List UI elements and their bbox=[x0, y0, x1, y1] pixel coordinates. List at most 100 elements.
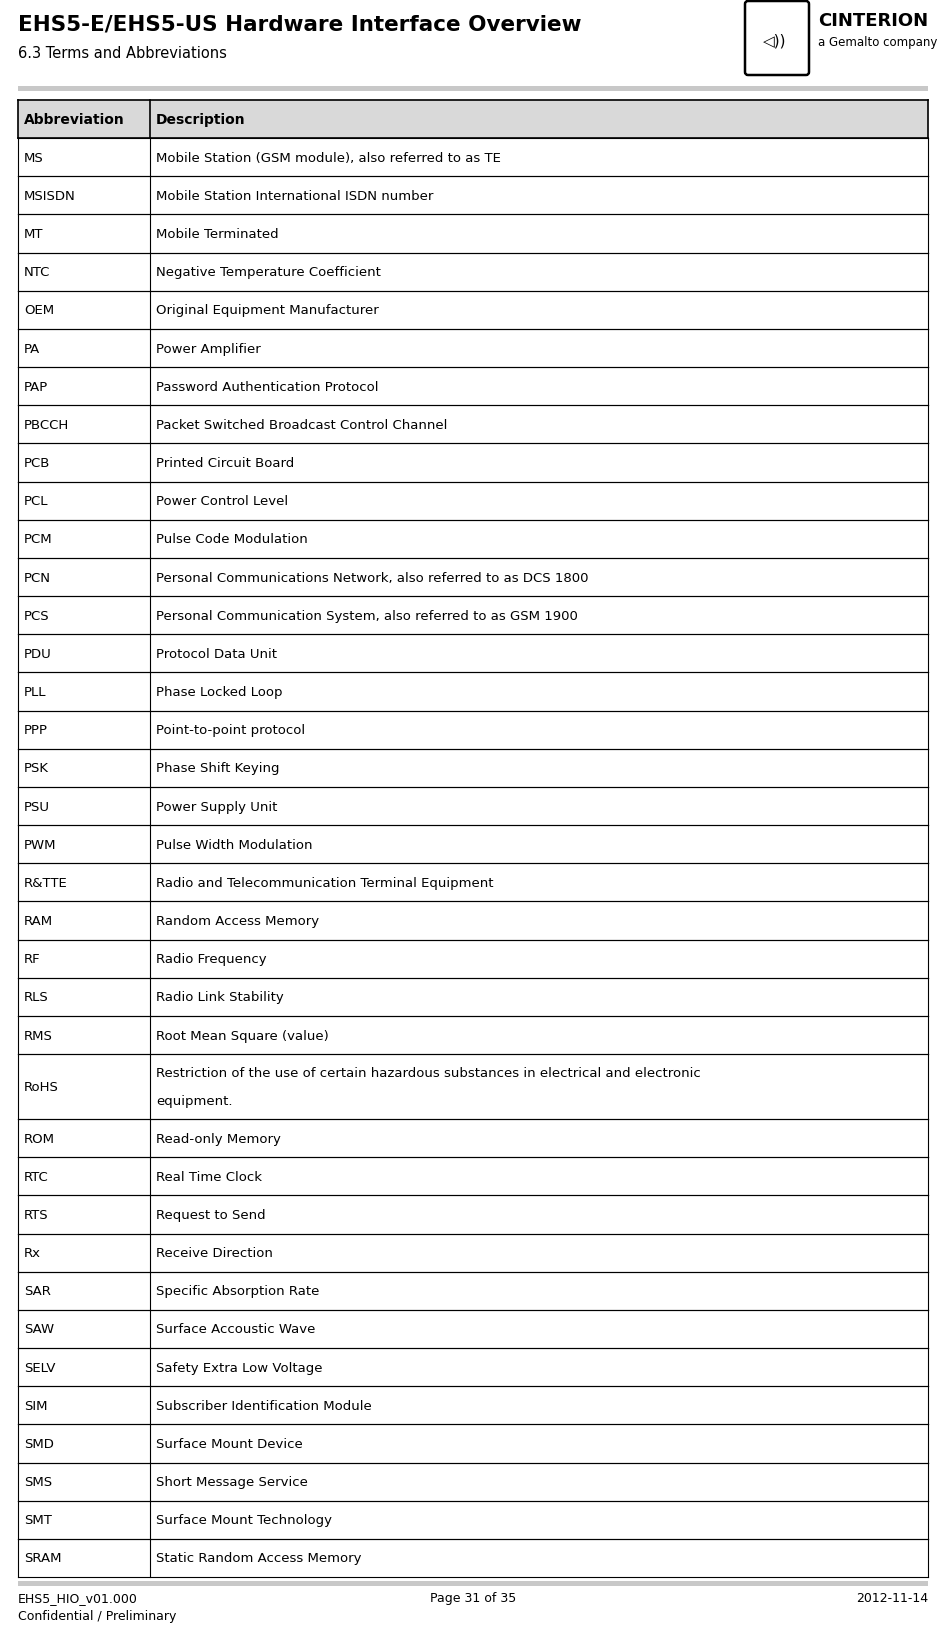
Text: Power Control Level: Power Control Level bbox=[156, 495, 289, 508]
Text: SRAM: SRAM bbox=[24, 1552, 61, 1565]
Bar bbox=[18, 1582, 928, 1587]
Text: Surface Accoustic Wave: Surface Accoustic Wave bbox=[156, 1323, 315, 1336]
Text: RLS: RLS bbox=[24, 992, 49, 1003]
Text: Root Mean Square (value): Root Mean Square (value) bbox=[156, 1029, 328, 1042]
Text: Phase Locked Loop: Phase Locked Loop bbox=[156, 685, 283, 698]
Text: OEM: OEM bbox=[24, 305, 54, 318]
Text: SELV: SELV bbox=[24, 1360, 56, 1373]
FancyBboxPatch shape bbox=[745, 2, 809, 75]
Bar bbox=[18, 329, 928, 367]
Text: equipment.: equipment. bbox=[156, 1095, 233, 1108]
Text: 6.3 Terms and Abbreviations: 6.3 Terms and Abbreviations bbox=[18, 46, 227, 61]
Text: RAM: RAM bbox=[24, 915, 53, 928]
Text: Radio Link Stability: Radio Link Stability bbox=[156, 992, 284, 1003]
Text: Power Amplifier: Power Amplifier bbox=[156, 343, 261, 356]
Bar bbox=[18, 978, 928, 1016]
Bar bbox=[18, 521, 928, 559]
Text: PBCCH: PBCCH bbox=[24, 418, 69, 431]
Bar bbox=[18, 1195, 928, 1234]
Text: Pulse Code Modulation: Pulse Code Modulation bbox=[156, 533, 307, 546]
Text: ROM: ROM bbox=[24, 1133, 55, 1146]
Text: Personal Communications Network, also referred to as DCS 1800: Personal Communications Network, also re… bbox=[156, 572, 588, 583]
Text: SMD: SMD bbox=[24, 1437, 54, 1451]
Bar bbox=[18, 559, 928, 597]
Text: MSISDN: MSISDN bbox=[24, 190, 76, 203]
Text: Receive Direction: Receive Direction bbox=[156, 1246, 272, 1259]
Text: Static Random Access Memory: Static Random Access Memory bbox=[156, 1552, 361, 1565]
Bar bbox=[18, 1054, 928, 1119]
Bar bbox=[18, 941, 928, 978]
Bar bbox=[18, 864, 928, 901]
Bar bbox=[18, 87, 928, 92]
Text: PCN: PCN bbox=[24, 572, 51, 583]
Text: EHS5-E/EHS5-US Hardware Interface Overview: EHS5-E/EHS5-US Hardware Interface Overvi… bbox=[18, 15, 582, 34]
Bar bbox=[18, 1310, 928, 1349]
Text: Personal Communication System, also referred to as GSM 1900: Personal Communication System, also refe… bbox=[156, 610, 578, 623]
Bar bbox=[18, 1424, 928, 1462]
Bar bbox=[18, 102, 928, 139]
Text: Surface Mount Device: Surface Mount Device bbox=[156, 1437, 303, 1451]
Text: Protocol Data Unit: Protocol Data Unit bbox=[156, 647, 277, 661]
Bar bbox=[18, 367, 928, 406]
Text: PAP: PAP bbox=[24, 380, 48, 393]
Bar bbox=[18, 215, 928, 254]
Text: Point-to-point protocol: Point-to-point protocol bbox=[156, 724, 305, 738]
Bar bbox=[18, 177, 928, 215]
Text: RoHS: RoHS bbox=[24, 1080, 59, 1093]
Text: RTC: RTC bbox=[24, 1170, 49, 1183]
Bar bbox=[18, 139, 928, 177]
Text: MT: MT bbox=[24, 228, 44, 241]
Text: Surface Mount Technology: Surface Mount Technology bbox=[156, 1513, 332, 1526]
Bar bbox=[18, 597, 928, 634]
Text: ◁)): ◁)) bbox=[763, 33, 787, 49]
Bar bbox=[18, 482, 928, 521]
Text: EHS5_HIO_v01.000: EHS5_HIO_v01.000 bbox=[18, 1591, 138, 1605]
Text: Short Message Service: Short Message Service bbox=[156, 1475, 307, 1488]
Bar bbox=[18, 711, 928, 749]
Text: CINTERION: CINTERION bbox=[818, 11, 928, 30]
Text: RMS: RMS bbox=[24, 1029, 53, 1042]
Text: Rx: Rx bbox=[24, 1246, 41, 1259]
Text: Safety Extra Low Voltage: Safety Extra Low Voltage bbox=[156, 1360, 323, 1373]
Text: SMS: SMS bbox=[24, 1475, 52, 1488]
Bar bbox=[18, 1462, 928, 1501]
Text: SAW: SAW bbox=[24, 1323, 54, 1336]
Text: RTS: RTS bbox=[24, 1208, 48, 1221]
Bar bbox=[18, 444, 928, 482]
Bar bbox=[18, 634, 928, 674]
Bar bbox=[18, 1234, 928, 1272]
Bar bbox=[18, 1157, 928, 1195]
Text: PCL: PCL bbox=[24, 495, 48, 508]
Text: Subscriber Identification Module: Subscriber Identification Module bbox=[156, 1400, 372, 1411]
Text: Description: Description bbox=[156, 113, 246, 126]
Text: Pulse Width Modulation: Pulse Width Modulation bbox=[156, 838, 312, 851]
Bar bbox=[18, 1387, 928, 1424]
Text: Read-only Memory: Read-only Memory bbox=[156, 1133, 281, 1146]
Text: PDU: PDU bbox=[24, 647, 52, 661]
Text: PCB: PCB bbox=[24, 457, 50, 470]
Text: RF: RF bbox=[24, 952, 41, 965]
Text: Power Supply Unit: Power Supply Unit bbox=[156, 800, 277, 813]
Bar bbox=[18, 254, 928, 292]
Text: Original Equipment Manufacturer: Original Equipment Manufacturer bbox=[156, 305, 378, 318]
Bar bbox=[18, 1539, 928, 1577]
Text: NTC: NTC bbox=[24, 266, 50, 279]
Text: MS: MS bbox=[24, 152, 44, 164]
Text: Real Time Clock: Real Time Clock bbox=[156, 1170, 262, 1183]
Bar bbox=[18, 292, 928, 329]
Text: PA: PA bbox=[24, 343, 41, 356]
Text: SMT: SMT bbox=[24, 1513, 52, 1526]
Bar bbox=[18, 406, 928, 444]
Text: Mobile Station International ISDN number: Mobile Station International ISDN number bbox=[156, 190, 433, 203]
Text: Random Access Memory: Random Access Memory bbox=[156, 915, 319, 928]
Text: Radio and Telecommunication Terminal Equipment: Radio and Telecommunication Terminal Equ… bbox=[156, 877, 494, 890]
Text: Mobile Station (GSM module), also referred to as TE: Mobile Station (GSM module), also referr… bbox=[156, 152, 500, 164]
Text: Password Authentication Protocol: Password Authentication Protocol bbox=[156, 380, 378, 393]
Text: PCM: PCM bbox=[24, 533, 53, 546]
Text: Phase Shift Keying: Phase Shift Keying bbox=[156, 762, 279, 775]
Text: PSU: PSU bbox=[24, 800, 50, 813]
Bar bbox=[18, 1272, 928, 1310]
Bar bbox=[18, 1016, 928, 1054]
Text: PPP: PPP bbox=[24, 724, 48, 738]
Text: Restriction of the use of certain hazardous substances in electrical and electro: Restriction of the use of certain hazard… bbox=[156, 1065, 701, 1078]
